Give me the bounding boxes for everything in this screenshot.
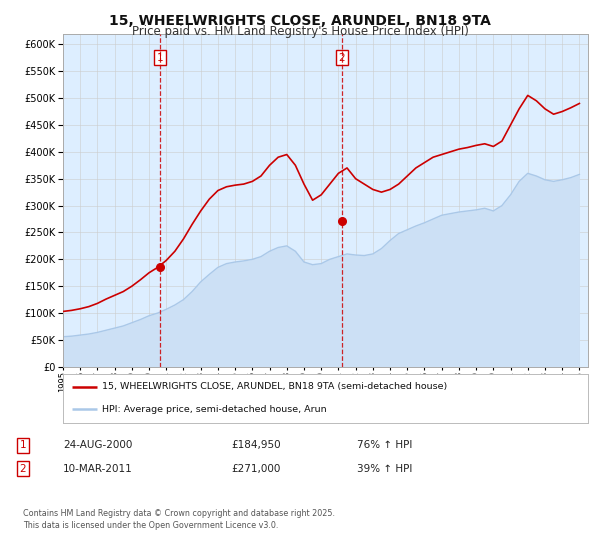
Text: £271,000: £271,000	[231, 464, 280, 474]
Text: 39% ↑ HPI: 39% ↑ HPI	[357, 464, 412, 474]
Text: 1: 1	[157, 53, 164, 63]
Text: 2: 2	[19, 464, 26, 474]
Text: 15, WHEELWRIGHTS CLOSE, ARUNDEL, BN18 9TA: 15, WHEELWRIGHTS CLOSE, ARUNDEL, BN18 9T…	[109, 14, 491, 28]
Text: 2: 2	[338, 53, 345, 63]
Text: Price paid vs. HM Land Registry's House Price Index (HPI): Price paid vs. HM Land Registry's House …	[131, 25, 469, 38]
Text: 1: 1	[19, 440, 26, 450]
Text: 15, WHEELWRIGHTS CLOSE, ARUNDEL, BN18 9TA (semi-detached house): 15, WHEELWRIGHTS CLOSE, ARUNDEL, BN18 9T…	[103, 382, 448, 391]
Text: 76% ↑ HPI: 76% ↑ HPI	[357, 440, 412, 450]
Text: 24-AUG-2000: 24-AUG-2000	[63, 440, 133, 450]
Text: Contains HM Land Registry data © Crown copyright and database right 2025.
This d: Contains HM Land Registry data © Crown c…	[23, 509, 335, 530]
Text: £184,950: £184,950	[231, 440, 281, 450]
Text: HPI: Average price, semi-detached house, Arun: HPI: Average price, semi-detached house,…	[103, 405, 327, 414]
Text: 10-MAR-2011: 10-MAR-2011	[63, 464, 133, 474]
